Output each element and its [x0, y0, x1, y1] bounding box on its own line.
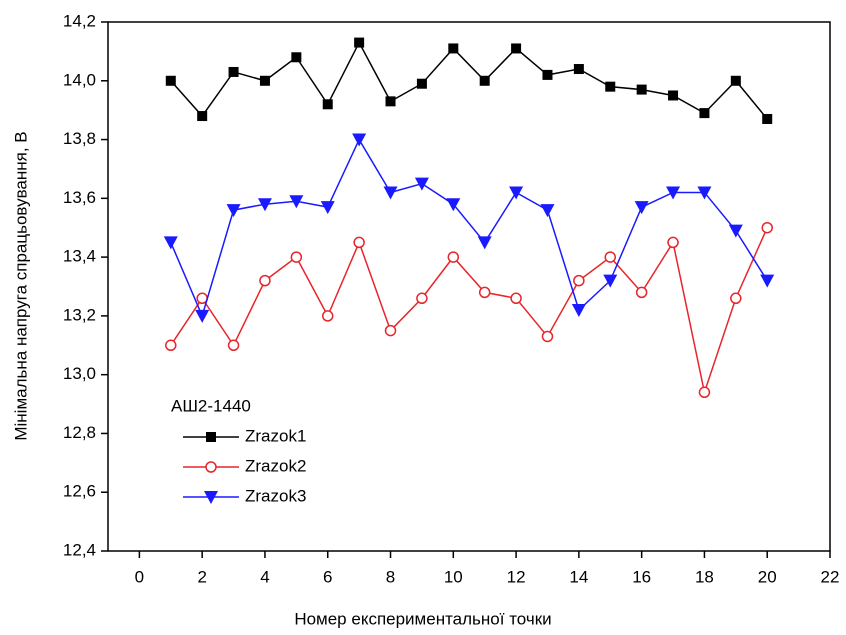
legend-title: АШ2-1440	[171, 396, 251, 415]
marker	[478, 286, 491, 299]
marker	[259, 75, 270, 86]
marker	[354, 37, 365, 48]
x-tick-label: 2	[197, 567, 206, 586]
legend-marker	[206, 432, 216, 442]
marker	[257, 198, 272, 212]
legend-label: Zrazok3	[245, 486, 306, 505]
marker	[416, 78, 427, 89]
marker	[446, 198, 461, 212]
y-tick-label: 14,0	[63, 70, 96, 89]
y-tick-label: 13,0	[63, 364, 96, 383]
marker	[666, 186, 681, 200]
y-tick-label: 13,8	[63, 129, 96, 148]
series-line	[170, 40, 768, 120]
marker	[321, 310, 334, 322]
marker	[291, 52, 302, 63]
marker	[573, 64, 584, 75]
marker	[477, 236, 492, 250]
x-tick-label: 6	[323, 567, 332, 586]
x-tick-label: 22	[821, 567, 840, 586]
marker	[228, 66, 239, 77]
marker	[197, 111, 208, 122]
marker	[668, 90, 679, 101]
marker	[510, 292, 522, 305]
marker	[195, 309, 210, 323]
marker	[605, 81, 616, 92]
y-tick-label: 13,6	[63, 188, 96, 207]
series-line	[170, 227, 768, 396]
marker	[542, 69, 553, 80]
legend-marker	[205, 461, 217, 473]
marker	[414, 177, 429, 191]
y-tick-label: 12,8	[63, 423, 96, 442]
marker	[353, 236, 365, 249]
marker	[667, 236, 679, 249]
marker	[761, 221, 773, 234]
x-tick-label: 16	[632, 567, 651, 586]
marker	[416, 292, 428, 305]
marker	[699, 108, 710, 119]
marker	[259, 274, 271, 287]
marker	[635, 286, 648, 299]
marker	[730, 75, 741, 86]
legend-label: Zrazok1	[245, 426, 306, 445]
x-tick-label: 18	[695, 567, 714, 586]
y-tick-label: 14,2	[63, 11, 96, 30]
marker	[541, 330, 554, 343]
marker	[448, 43, 459, 54]
marker	[320, 201, 335, 215]
marker	[603, 274, 618, 288]
marker	[698, 386, 711, 399]
marker	[290, 251, 303, 263]
x-tick-label: 8	[386, 567, 395, 586]
marker	[571, 304, 586, 318]
y-axis-label: Мінімальна напруга спрацьовування, В	[11, 131, 30, 440]
y-tick-label: 13,4	[63, 247, 96, 266]
marker	[227, 339, 240, 352]
marker	[447, 251, 460, 263]
marker	[509, 186, 524, 200]
marker	[165, 339, 177, 352]
marker	[540, 204, 555, 218]
plot-frame	[107, 21, 831, 552]
y-tick-label: 12,4	[63, 540, 96, 559]
marker	[383, 186, 398, 200]
marker	[385, 96, 396, 107]
x-tick-label: 12	[507, 567, 526, 586]
series-line	[170, 137, 768, 319]
marker	[352, 133, 367, 147]
x-tick-label: 14	[569, 567, 588, 586]
marker	[730, 292, 742, 305]
marker	[697, 186, 712, 200]
x-tick-label: 4	[260, 567, 269, 586]
y-tick-label: 13,2	[63, 305, 96, 324]
marker	[728, 224, 743, 238]
y-tick-label: 12,6	[63, 482, 96, 501]
marker	[634, 201, 649, 215]
marker	[289, 195, 304, 209]
marker	[479, 75, 490, 86]
marker	[604, 251, 617, 263]
legend-marker	[204, 491, 218, 504]
x-tick-label: 0	[135, 567, 144, 586]
marker	[226, 204, 241, 218]
marker	[636, 84, 647, 95]
x-axis-label: Номер експериментальної точки	[294, 609, 551, 628]
marker	[511, 43, 522, 54]
marker	[384, 324, 397, 337]
marker	[760, 274, 775, 288]
legend-label: Zrazok2	[245, 456, 306, 475]
x-tick-label: 20	[758, 567, 777, 586]
marker	[165, 75, 176, 86]
marker	[163, 236, 178, 250]
marker	[322, 99, 333, 110]
marker	[573, 274, 585, 287]
x-tick-label: 10	[444, 567, 463, 586]
marker	[762, 113, 773, 124]
